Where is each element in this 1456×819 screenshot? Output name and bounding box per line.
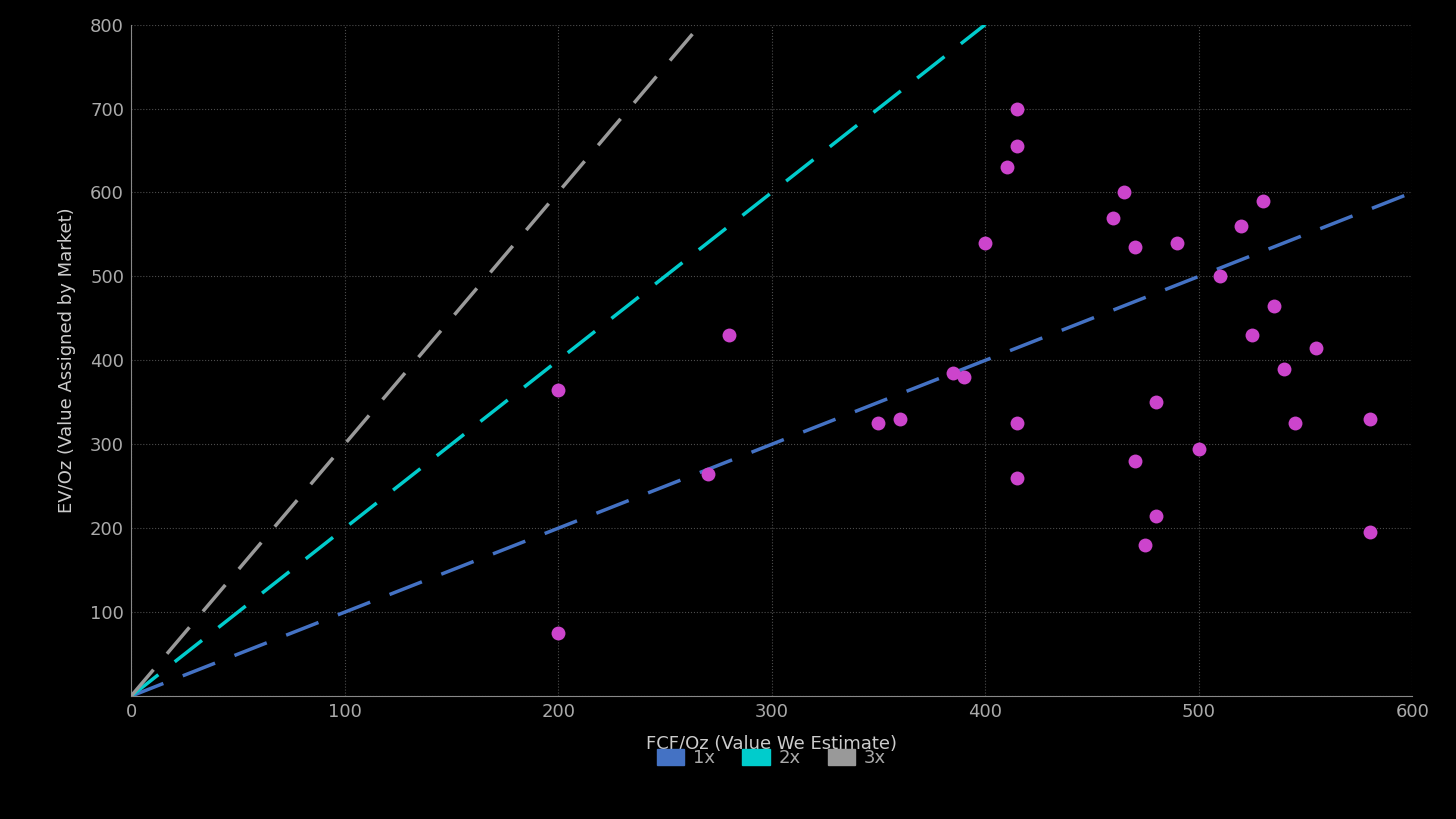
Point [696,467,719,480]
Point [1144,396,1168,409]
Point [1144,509,1168,523]
Point [1187,442,1210,455]
Point [952,370,976,383]
Point [1305,342,1328,355]
Point [1006,471,1029,484]
Point [1283,417,1306,430]
Point [1123,241,1146,254]
Point [942,366,965,379]
Point [974,236,997,249]
Point [1006,417,1029,430]
Point [1102,211,1125,224]
Point [1006,140,1029,153]
Point [546,627,569,640]
Point [1358,526,1382,539]
Point [866,417,890,430]
Point [1262,299,1286,312]
Point [1208,269,1232,283]
Point [1123,455,1146,468]
Point [1358,413,1382,426]
Y-axis label: EV/Oz (Value Assigned by Market): EV/Oz (Value Assigned by Market) [58,207,76,514]
Point [1241,328,1264,342]
Point [1166,236,1190,249]
Point [1006,102,1029,115]
Point [546,383,569,396]
Point [994,161,1018,174]
Legend: 1x, 2x, 3x: 1x, 2x, 3x [649,742,894,775]
Point [1230,219,1254,233]
Point [718,328,741,342]
Point [1273,362,1296,375]
Point [1134,539,1158,552]
Point [1112,186,1136,199]
Point [888,413,911,426]
Point [1251,194,1274,207]
X-axis label: FCF/Oz (Value We Estimate): FCF/Oz (Value We Estimate) [646,735,897,753]
